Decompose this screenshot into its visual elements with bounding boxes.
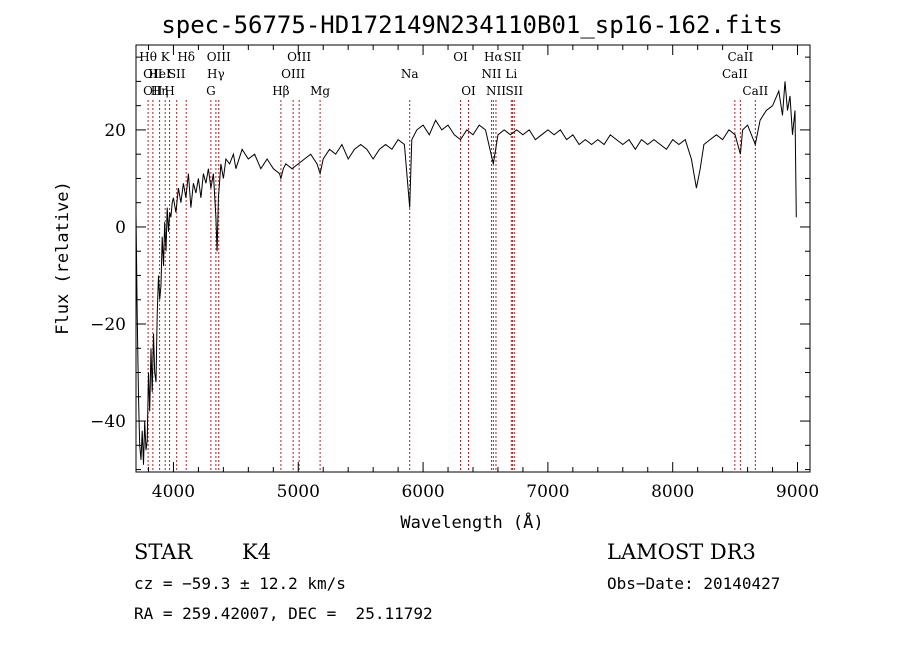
line-label: CaII bbox=[722, 67, 748, 81]
line-label: H bbox=[164, 84, 174, 98]
y-tick-label: 0 bbox=[115, 218, 126, 238]
x-tick-label: 7000 bbox=[526, 482, 569, 502]
object-subclass: K4 bbox=[242, 540, 271, 564]
x-tick-label: 4000 bbox=[152, 482, 195, 502]
line-label: SII bbox=[504, 50, 522, 64]
x-tick-label: 6000 bbox=[401, 482, 444, 502]
line-label: Hα bbox=[484, 50, 503, 64]
x-tick-label: 8000 bbox=[651, 482, 694, 502]
line-label: Na bbox=[401, 67, 419, 81]
y-axis: −40 −20 0 20 bbox=[90, 57, 810, 469]
line-label: CaII bbox=[727, 50, 753, 64]
survey-name: LAMOST DR3 bbox=[607, 540, 756, 564]
line-label: Hθ bbox=[139, 50, 157, 64]
plot-frame bbox=[136, 45, 810, 472]
y-axis-label: Flux (relative) bbox=[53, 181, 73, 335]
line-label: Li bbox=[505, 67, 517, 81]
coordinates: RA = 259.42007, DEC = 25.11792 bbox=[134, 604, 433, 623]
line-label: OIII bbox=[281, 67, 305, 81]
line-label: SII bbox=[505, 84, 523, 98]
line-label: K bbox=[161, 50, 171, 64]
line-label: SII bbox=[168, 67, 186, 81]
x-tick-label: 5000 bbox=[277, 482, 320, 502]
object-class: STAR bbox=[134, 540, 192, 564]
x-tick-label: 9000 bbox=[776, 482, 819, 502]
line-label: OIII bbox=[207, 50, 231, 64]
redshift-cz: cz = −59.3 ± 12.2 km/s bbox=[134, 574, 346, 593]
y-tick-label: −20 bbox=[90, 315, 126, 335]
spectrum-line bbox=[136, 81, 796, 464]
line-labels: HθOIIOIIHeIHηKHSIIHδGHγOIIIHβOIIIOIIIMgN… bbox=[139, 50, 768, 98]
line-label: NII bbox=[486, 84, 506, 98]
line-label: G bbox=[206, 84, 216, 98]
y-tick-label: 20 bbox=[104, 121, 126, 141]
line-markers bbox=[148, 100, 755, 472]
line-label: OI bbox=[461, 84, 476, 98]
line-label: CaII bbox=[742, 84, 768, 98]
observation-date: Obs−Date: 20140427 bbox=[607, 574, 780, 593]
y-tick-label: −40 bbox=[90, 412, 126, 432]
line-label: OIII bbox=[287, 50, 311, 64]
x-axis-label: Wavelength (Å) bbox=[400, 511, 543, 533]
line-label: Hβ bbox=[272, 84, 289, 98]
chart-title: spec-56775-HD172149N234110B01_sp16-162.f… bbox=[161, 11, 782, 39]
line-label: Hδ bbox=[177, 50, 195, 64]
line-label: Mg bbox=[310, 84, 330, 98]
line-label: Hγ bbox=[207, 67, 225, 81]
line-label: NII bbox=[481, 67, 501, 81]
line-label: OI bbox=[453, 50, 468, 64]
x-axis: 4000 5000 6000 7000 8000 9000 bbox=[148, 45, 819, 502]
